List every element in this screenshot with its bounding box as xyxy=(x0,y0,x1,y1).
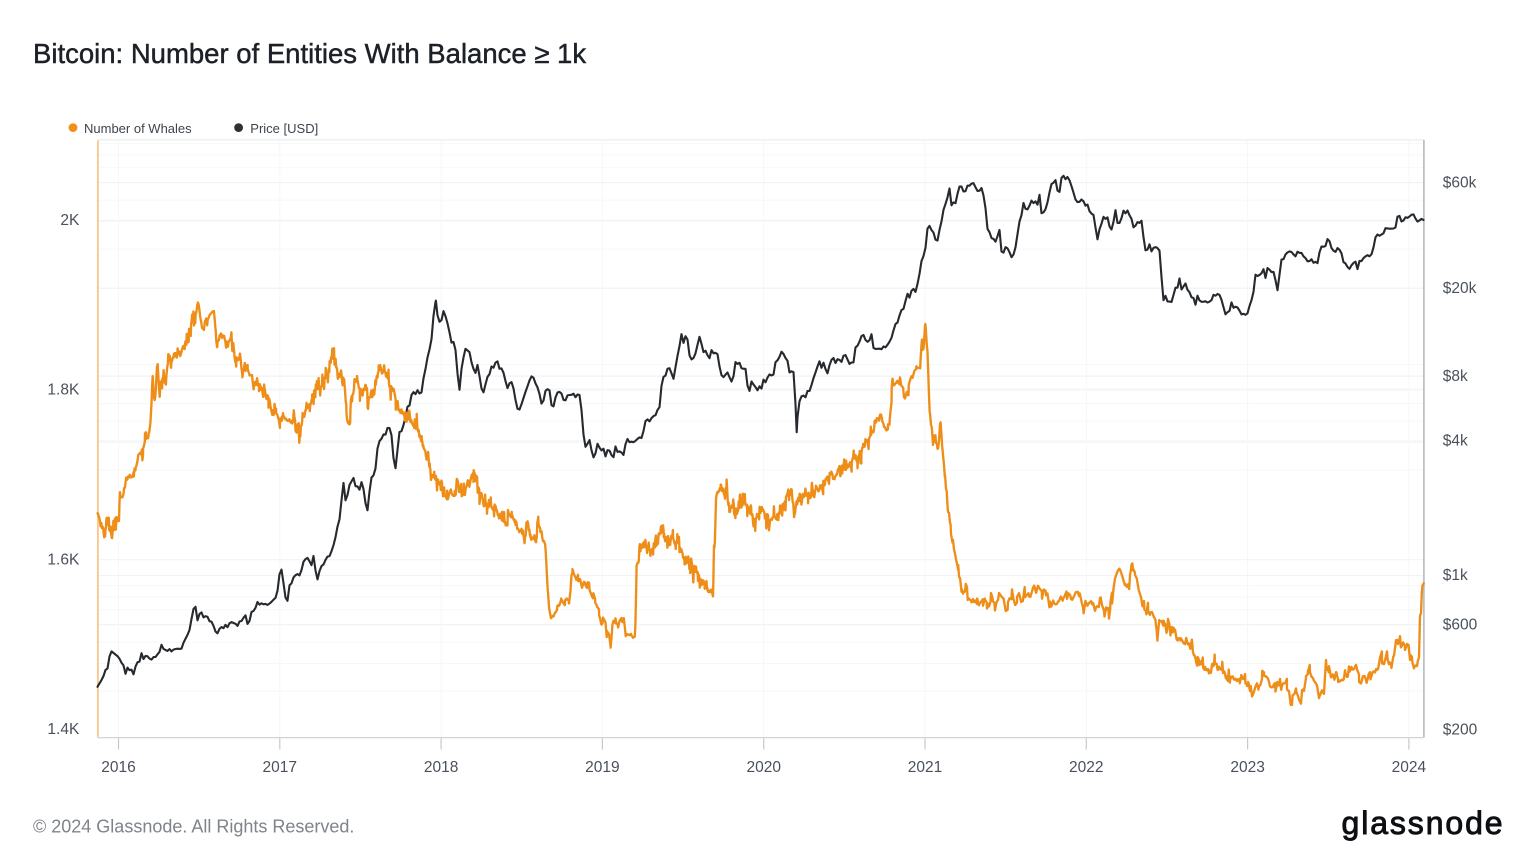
svg-text:2021: 2021 xyxy=(908,759,942,776)
svg-text:2024: 2024 xyxy=(1392,759,1427,776)
svg-text:$600: $600 xyxy=(1443,616,1478,633)
svg-text:$60k: $60k xyxy=(1443,174,1477,191)
svg-text:2020: 2020 xyxy=(746,759,781,776)
svg-text:Bitcoin: Number of Entities Wi: Bitcoin: Number of Entities With Balance… xyxy=(33,38,586,69)
svg-text:2019: 2019 xyxy=(585,759,619,776)
svg-text:1.4K: 1.4K xyxy=(47,721,80,738)
svg-text:2016: 2016 xyxy=(101,759,135,776)
svg-text:2017: 2017 xyxy=(263,759,297,776)
svg-text:Number of Whales: Number of Whales xyxy=(84,121,192,136)
svg-text:2022: 2022 xyxy=(1069,759,1103,776)
svg-text:2K: 2K xyxy=(60,212,80,229)
svg-text:2023: 2023 xyxy=(1230,759,1264,776)
svg-text:1.6K: 1.6K xyxy=(47,551,80,568)
svg-text:glassnode: glassnode xyxy=(1342,805,1505,841)
svg-text:$8k: $8k xyxy=(1443,368,1468,385)
svg-text:$200: $200 xyxy=(1443,722,1478,739)
svg-text:$4k: $4k xyxy=(1443,433,1468,450)
svg-text:$1k: $1k xyxy=(1443,567,1468,584)
svg-text:$20k: $20k xyxy=(1443,280,1477,297)
svg-text:1.8K: 1.8K xyxy=(47,382,80,399)
svg-text:Price [USD]: Price [USD] xyxy=(250,121,318,136)
svg-text:© 2024 Glassnode. All Rights R: © 2024 Glassnode. All Rights Reserved. xyxy=(33,817,354,837)
svg-text:2018: 2018 xyxy=(424,759,458,776)
